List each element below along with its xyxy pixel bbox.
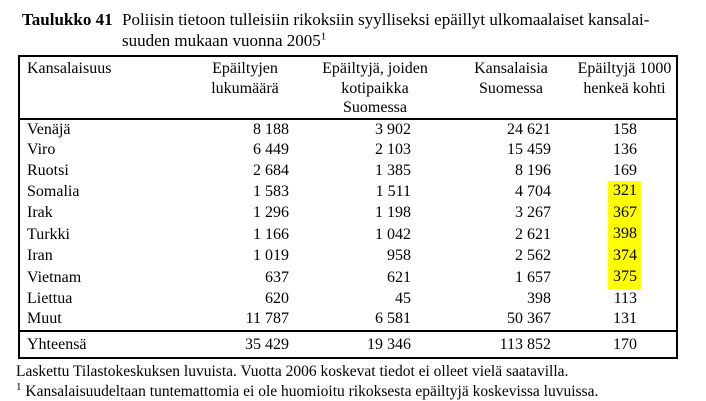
cell-value: 637 <box>265 268 289 286</box>
table-number-label: Taulukko 41 <box>22 10 113 29</box>
cell-value: 1 583 <box>253 182 289 200</box>
cell-country: Muut <box>27 310 62 327</box>
cell-country: Vietnam <box>27 268 82 286</box>
cell-value: 3 267 <box>515 204 551 221</box>
column-header-citizens-in-finland: Kansalaisia Suomessa <box>474 60 548 97</box>
table-row: Liettua 620 45 398 113 <box>19 289 677 310</box>
cell-total-value: 113 852 <box>499 335 551 353</box>
column-header-residents-suspects: Epäiltyjä, joiden kotipaikka Suomessa <box>322 60 428 116</box>
cell-value: 1 385 <box>375 161 411 179</box>
cell-value: 11 787 <box>245 310 289 327</box>
cell-value: 1 511 <box>375 182 411 200</box>
cell-value: 1 198 <box>375 204 411 221</box>
cell-value: 374 <box>573 245 677 267</box>
cell-value: 131 <box>613 310 637 327</box>
cell-value: 2 684 <box>253 161 289 179</box>
total-row: Yhteensä 35 429 19 346 113 852 170 <box>19 330 677 358</box>
footnote-marker: 1 <box>16 380 22 393</box>
cell-value: 2 103 <box>375 141 411 158</box>
cell-value: 8 188 <box>253 120 289 138</box>
highlighted-value: 374 <box>608 245 641 267</box>
table-row: Muut 11 787 6 581 50 367 131 <box>19 309 677 331</box>
document-page: Taulukko 41 Poliisin tietoon tulleisiin … <box>0 9 706 401</box>
title-footnote-marker: 1 <box>320 30 327 43</box>
cell-value: 398 <box>573 224 677 246</box>
cell-value: 169 <box>613 161 637 179</box>
cell-value: 621 <box>387 268 411 286</box>
table-row: Irak 1 296 1 198 3 267 367 <box>19 202 677 224</box>
cell-value: 375 <box>573 267 677 289</box>
footnote-text: Kansalaisuudeltaan tuntemattomia ei ole … <box>25 382 599 400</box>
table-row: Viro 6 449 2 103 15 459 136 <box>19 140 677 161</box>
cell-value: 158 <box>613 120 637 138</box>
cell-value: 1 019 <box>253 247 289 264</box>
table-row: Venäjä 8 188 3 902 24 621 158 <box>19 119 677 141</box>
statistics-table: Kansalaisuus Epäiltyjen lukumäärä Epäilt… <box>18 55 678 359</box>
cell-value: 24 621 <box>507 120 551 138</box>
cell-total-value: 35 429 <box>245 335 289 353</box>
cell-value: 45 <box>395 289 411 307</box>
cell-country: Turkki <box>27 225 70 243</box>
column-header-suspect-count: Epäiltyjen lukumäärä <box>211 60 279 97</box>
cell-value: 1 657 <box>515 268 551 286</box>
cell-value: 1 296 <box>253 204 289 221</box>
highlighted-value: 321 <box>608 181 641 203</box>
table-row: Turkki 1 166 1 042 2 621 398 <box>19 224 677 246</box>
cell-value: 958 <box>387 247 411 264</box>
cell-value: 6 581 <box>375 310 411 327</box>
cell-value: 50 367 <box>507 310 551 327</box>
cell-value: 136 <box>613 141 637 158</box>
source-note: Laskettu Tilastokeskuksen luvuista. Vuot… <box>16 362 569 380</box>
table-row: Iran 1 019 958 2 562 374 <box>19 245 677 267</box>
table-title-text: Poliisin tietoon tulleisiin rikoksiin sy… <box>122 9 649 51</box>
cell-value: 3 902 <box>375 120 411 138</box>
cell-total-label: Yhteensä <box>27 335 87 353</box>
table-title: Poliisin tietoon tulleisiin rikoksiin sy… <box>122 10 650 50</box>
cell-value: 8 196 <box>515 161 551 179</box>
cell-value: 321 <box>573 181 677 203</box>
cell-value: 367 <box>573 202 677 224</box>
cell-value: 6 449 <box>253 141 289 158</box>
cell-value: 4 704 <box>515 182 551 200</box>
cell-value: 1 042 <box>375 225 411 243</box>
table-row: Ruotsi 2 684 1 385 8 196 169 <box>19 161 677 182</box>
cell-value: 15 459 <box>507 141 551 158</box>
cell-total-value: 19 346 <box>367 335 411 353</box>
highlighted-value: 398 <box>608 224 641 246</box>
cell-country: Irak <box>27 204 53 221</box>
table-caption: Taulukko 41 Poliisin tietoon tulleisiin … <box>22 9 696 51</box>
cell-country: Somalia <box>27 182 80 200</box>
highlighted-value: 375 <box>608 267 641 289</box>
cell-country: Ruotsi <box>27 161 69 179</box>
cell-value: 2 562 <box>515 247 551 264</box>
column-header-per-1000: Epäiltyjä 1000 henkeä kohti <box>577 60 672 97</box>
cell-value: 113 <box>613 289 637 307</box>
cell-country: Iran <box>27 247 53 264</box>
cell-value: 2 621 <box>515 225 551 243</box>
header-row: Kansalaisuus Epäiltyjen lukumäärä Epäilt… <box>19 56 677 119</box>
table-row: Vietnam 637 621 1 657 375 <box>19 267 677 289</box>
cell-value: 1 166 <box>253 225 289 243</box>
column-header-nationality: Kansalaisuus <box>27 60 112 77</box>
cell-country: Liettua <box>27 289 73 307</box>
highlighted-value: 367 <box>608 202 641 224</box>
cell-country: Viro <box>27 141 56 158</box>
footnote: 1 Kansalaisuudeltaan tuntemattomia ei ol… <box>16 380 706 401</box>
cell-total-value: 170 <box>613 335 637 353</box>
cell-value: 398 <box>527 289 551 307</box>
cell-country: Venäjä <box>27 120 71 138</box>
cell-value: 620 <box>265 289 289 307</box>
table-row: Somalia 1 583 1 511 4 704 321 <box>19 181 677 203</box>
